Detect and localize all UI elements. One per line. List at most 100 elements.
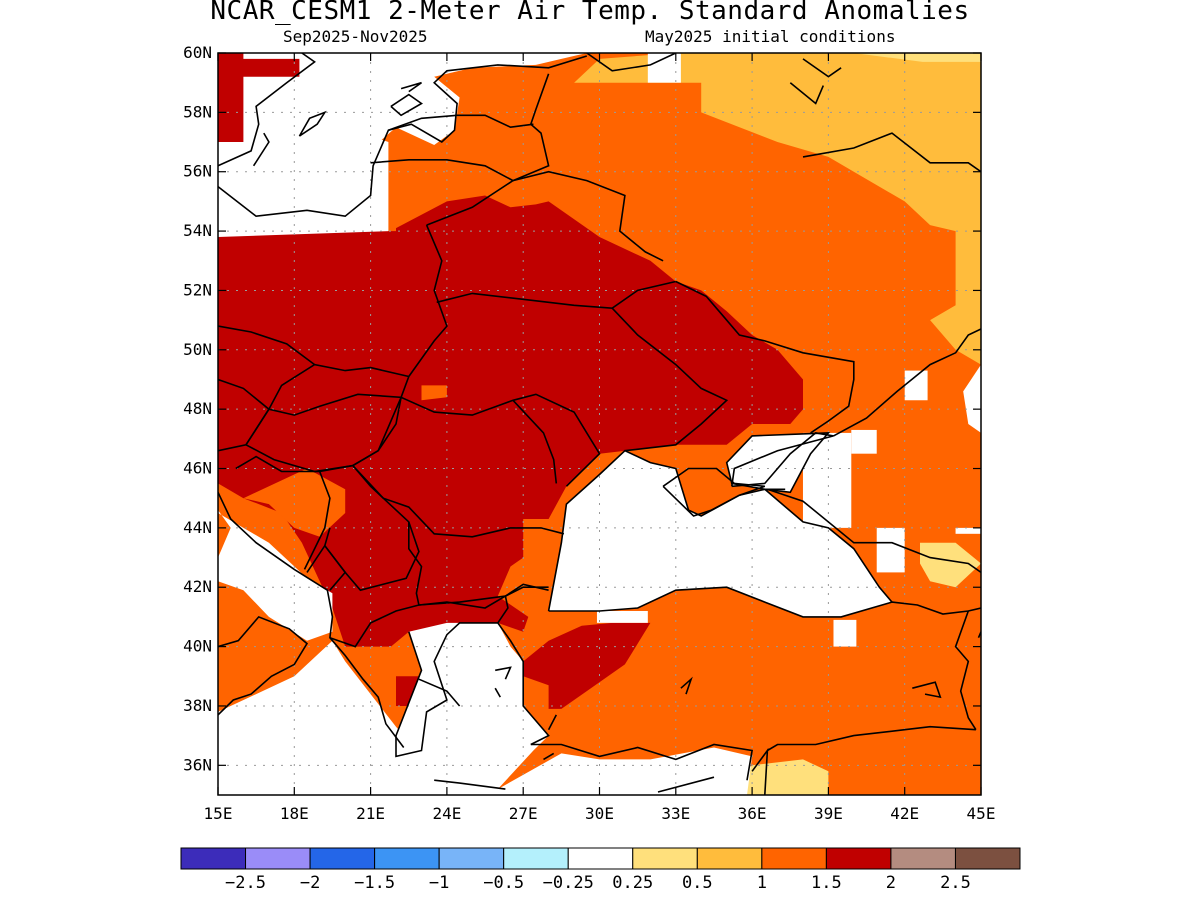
init-label: May2025 initial conditions [645, 27, 896, 46]
colorbar-label-10: 2 [886, 873, 896, 893]
baltic-coast [218, 55, 588, 218]
axis-ticks: 60N 58N 56N 54N 52N 50N 48N 46N 44N 42N 40N 38N 36N 1… [183, 43, 995, 823]
anomaly-region-8 [853, 53, 981, 62]
rybinsk-fragment [789, 82, 825, 105]
dnieper-river [611, 307, 729, 452]
unshaded-cell-4 [955, 527, 981, 534]
lon-label-15: 15E [204, 804, 233, 823]
border-belarus-south [436, 280, 676, 310]
unshaded-cell-2 [851, 429, 877, 454]
crete [434, 779, 506, 790]
border-turkey-east [954, 610, 977, 731]
anomaly-region-6 [574, 53, 981, 365]
lon-label-18: 18E [280, 804, 309, 823]
lon-label-45: 45E [967, 804, 996, 823]
lat-label-38: 38N [183, 696, 212, 715]
sw-islands [547, 714, 558, 731]
border-syria-turkey [766, 725, 976, 752]
colorbar-box-10 [825, 847, 892, 870]
season-label: Sep2025-Nov2025 [283, 27, 428, 46]
sea-of-azov-mask [731, 432, 834, 487]
lake-onega-fragment [802, 58, 842, 78]
border-georgia-turkey [891, 601, 981, 615]
colorbar-label-4: −0.5 [483, 873, 524, 893]
sweden-coast [218, 53, 316, 167]
border-albania-greece [329, 595, 506, 648]
adriatic-east-coast [218, 491, 405, 748]
lat-label-52: 52N [183, 280, 212, 299]
anomaly-region-4 [421, 385, 447, 401]
anomaly-region-7 [726, 759, 829, 795]
colorbar-label-11: 2.5 [940, 873, 971, 893]
adriatic-mask [218, 483, 333, 641]
colorbar-box-9 [761, 847, 827, 870]
colorbar-box-1 [245, 847, 311, 870]
lon-label-24: 24E [432, 804, 461, 823]
colorbar-label-9: 1.5 [811, 873, 842, 893]
colorbar-box-8 [696, 847, 763, 870]
lat-label-58: 58N [183, 102, 212, 121]
colorbar-label-1: −2 [300, 873, 320, 893]
lat-label-46: 46N [183, 459, 212, 478]
saaremaa [390, 93, 423, 117]
colorbar: −2.5 −2 −1.5 −1 −0.5 −0.25 0.25 0.5 1 1.5 2 2.5 [180, 847, 1021, 893]
colorbar-box-12 [954, 847, 1021, 870]
border-baltic-states [370, 73, 550, 182]
anomaly-region-9 [920, 542, 981, 588]
border-slovakia-czech [268, 363, 409, 410]
colorbar-label-5: −0.25 [543, 873, 594, 893]
lon-label-27: 27E [509, 804, 538, 823]
unshaded-cell-1 [802, 432, 852, 528]
border-belarus-north [426, 170, 664, 262]
turkey-south-coast [530, 743, 754, 781]
border-romania-west [351, 397, 565, 538]
colorbar-box-2 [309, 847, 376, 870]
unshaded-cell-7 [390, 53, 409, 71]
anomaly-region-2 [523, 622, 651, 709]
colorbar-label-3: −1 [429, 873, 449, 893]
border-turkey-north [497, 583, 549, 624]
border-moldova-romania [512, 399, 558, 484]
colorbar-box-3 [374, 847, 440, 870]
lat-label-36: 36N [183, 755, 212, 774]
caspian-mask [963, 364, 981, 433]
aegean-sea-mask [396, 622, 549, 790]
border-caucasus [767, 488, 981, 574]
colorbar-box-4 [438, 847, 505, 870]
anomaly-sweden-top [218, 58, 300, 77]
lake-ladoga-fragment [586, 53, 677, 72]
azov-coast [731, 432, 834, 488]
unshaded-cell-3 [876, 527, 905, 573]
black-sea-coast [547, 432, 894, 618]
colorbar-box-11 [890, 847, 956, 870]
border-russia-ukraine [675, 280, 855, 434]
grid-lines [218, 53, 981, 795]
anomaly-region-5 [243, 468, 346, 537]
lon-label-42: 42E [890, 804, 919, 823]
colorbar-box-7 [632, 847, 698, 870]
border-czech-austria [218, 378, 270, 452]
lat-label-50: 50N [183, 340, 212, 359]
gotland [298, 110, 327, 137]
lon-label-21: 21E [356, 804, 385, 823]
border-poland-south [218, 325, 316, 366]
lon-label-33: 33E [661, 804, 690, 823]
chios [494, 687, 501, 698]
aegean-coast [395, 622, 550, 758]
lat-label-60: 60N [183, 43, 212, 62]
mediterranean-mask [218, 640, 753, 795]
colorbar-label-2: −1.5 [354, 873, 395, 893]
baltic-mask [218, 53, 587, 220]
colorbar-label-8: 1 [757, 873, 767, 893]
lon-label-36: 36E [738, 804, 767, 823]
lake-tuz [680, 676, 693, 695]
don-river [833, 328, 981, 437]
crimea-coast [662, 467, 766, 517]
border-estonia-latvia [388, 114, 534, 131]
lat-label-54: 54N [183, 221, 212, 240]
lat-label-48: 48N [183, 399, 212, 418]
border-ukraine-moldova-romania [400, 376, 601, 487]
colorbar-box-5 [503, 847, 569, 870]
volga-river [802, 132, 981, 173]
